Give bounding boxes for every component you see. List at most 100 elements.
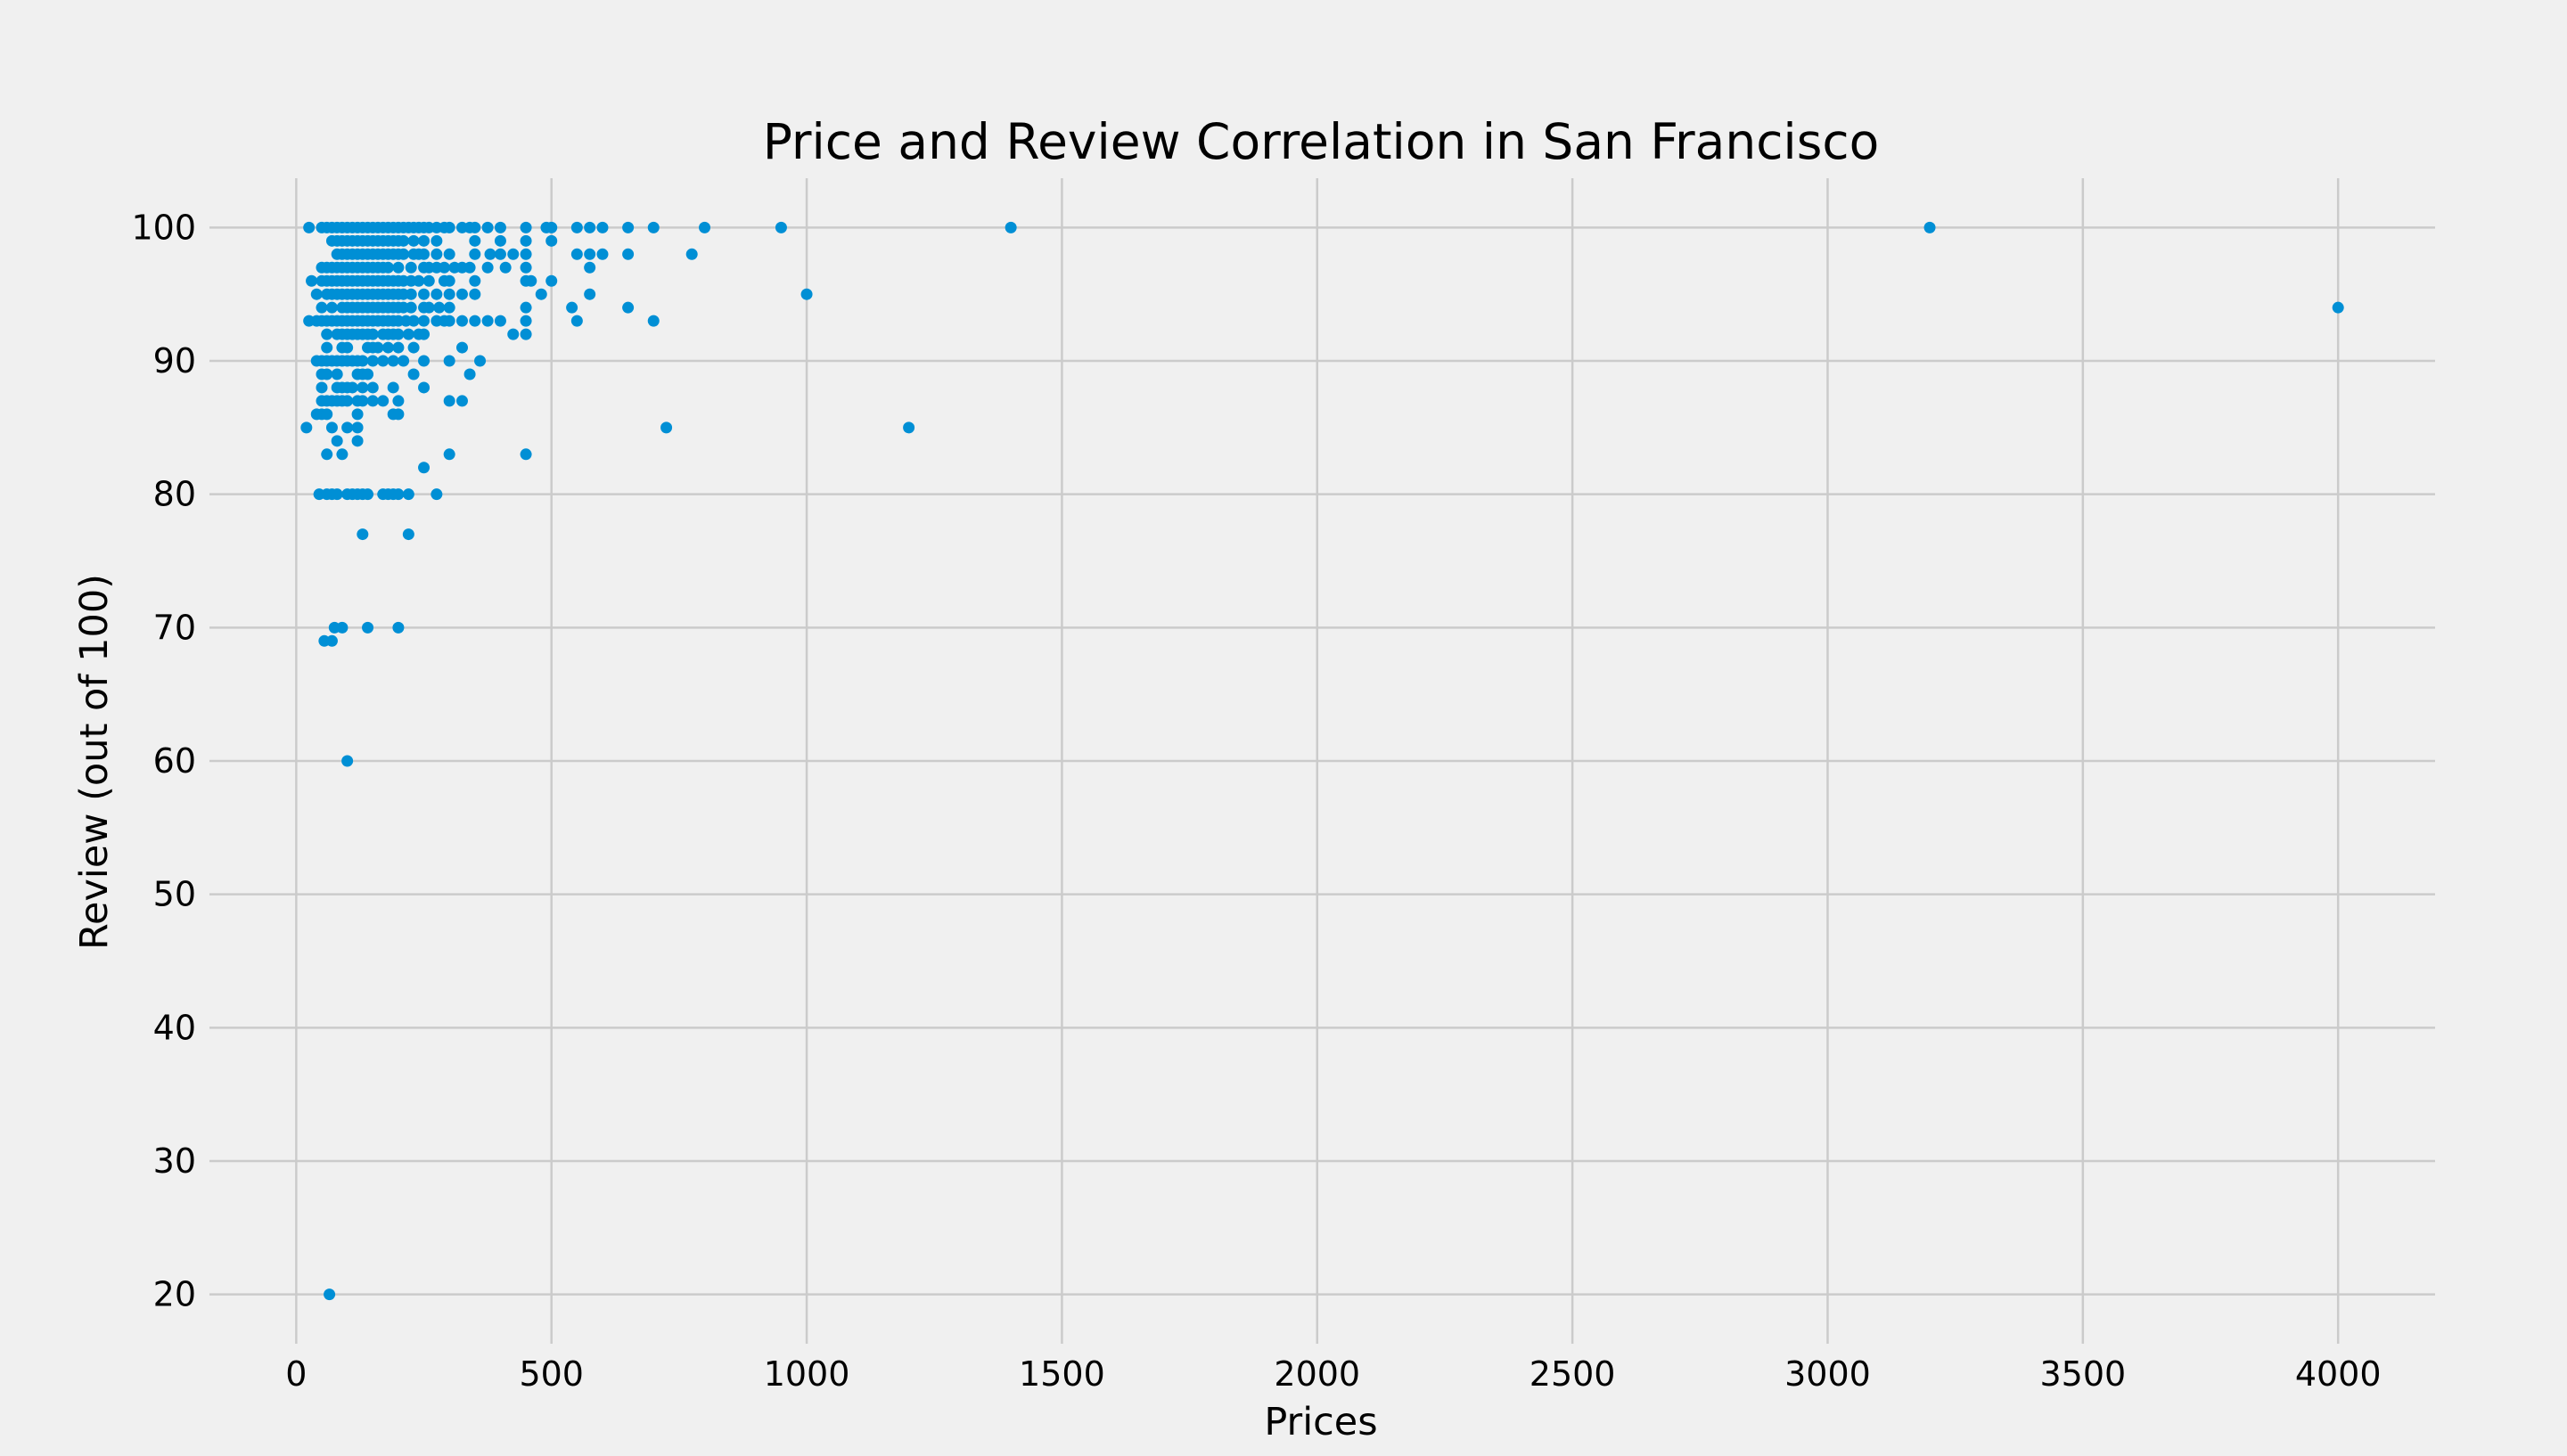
data-point [392,328,405,340]
data-point [418,355,431,367]
y-tick-label: 100 [131,208,196,247]
data-point [303,221,316,233]
data-point [321,368,333,380]
data-point [494,234,506,247]
data-point [392,341,405,354]
y-tick-label: 50 [153,875,196,914]
data-point [584,221,596,233]
y-tick-label: 40 [153,1008,196,1047]
data-point [362,488,374,501]
data-point [1923,221,1936,233]
data-point [407,341,420,354]
data-point [463,368,476,380]
data-point [418,248,431,260]
data-point [325,634,338,647]
data-point [392,261,405,274]
data-point [346,381,358,394]
data-point [418,462,431,474]
data-point [545,221,558,233]
data-point [570,221,583,233]
data-point [331,368,343,380]
data-point [463,261,476,274]
data-point [455,288,468,300]
data-point [520,315,532,327]
data-point [775,221,787,233]
y-tick-label: 20 [153,1275,196,1314]
data-point [341,755,354,767]
data-point [418,288,431,300]
data-point [310,288,323,300]
data-point [507,248,520,260]
data-point [494,221,506,233]
data-point [535,288,547,300]
x-tick-label: 1000 [764,1354,850,1394]
data-point [443,315,455,327]
data-point [402,328,414,340]
data-point [405,261,417,274]
data-point [372,341,384,354]
data-point [520,301,532,314]
data-point [596,221,609,233]
data-point [584,288,596,300]
data-point [443,288,455,300]
data-point [351,435,364,447]
data-point [443,248,455,260]
grid [209,178,2435,1344]
data-point [402,488,414,501]
data-point [431,248,443,260]
data-point [499,261,512,274]
data-point [545,274,558,287]
data-point [387,355,399,367]
data-point [443,355,455,367]
y-tick-label: 60 [153,741,196,781]
data-point [392,408,405,421]
data-point [321,341,333,354]
data-point [392,488,405,501]
data-point [520,261,532,274]
data-point [306,274,318,287]
data-point [494,248,506,260]
data-point [387,381,399,394]
data-point [398,234,410,247]
data-point [433,301,446,314]
data-point [398,248,410,260]
data-point [321,328,333,340]
data-point [481,221,494,233]
data-point [357,395,369,407]
data-point [800,288,813,300]
data-point [377,395,390,407]
chart-title: Price and Review Correlation in San Fran… [763,113,1880,170]
data-point [418,234,431,247]
data-point [325,301,338,314]
data-point [300,421,313,434]
data-point [316,301,328,314]
y-tick-label: 70 [153,608,196,647]
data-point [455,341,468,354]
data-point [443,301,455,314]
data-point [520,234,532,247]
x-tick-label: 3500 [2039,1354,2126,1394]
data-point [647,315,660,327]
data-point [431,234,443,247]
data-point [481,261,494,274]
data-point [366,381,379,394]
data-point [2332,301,2344,314]
data-point [570,248,583,260]
data-point [357,381,369,394]
data-point [392,395,405,407]
data-point [520,221,532,233]
data-point [520,448,532,461]
data-point [418,328,431,340]
data-point [366,328,379,340]
x-tick-label: 3000 [1784,1354,1871,1394]
data-point [469,315,481,327]
x-tick-label: 1500 [1019,1354,1105,1394]
data-point [357,528,369,541]
data-point [324,1288,336,1301]
data-point [566,301,578,314]
data-point [525,274,537,287]
tick-labels: 0 500 1000 1500 2000 2500 3000 3500 4000 20 30 40 50… [131,208,2381,1394]
